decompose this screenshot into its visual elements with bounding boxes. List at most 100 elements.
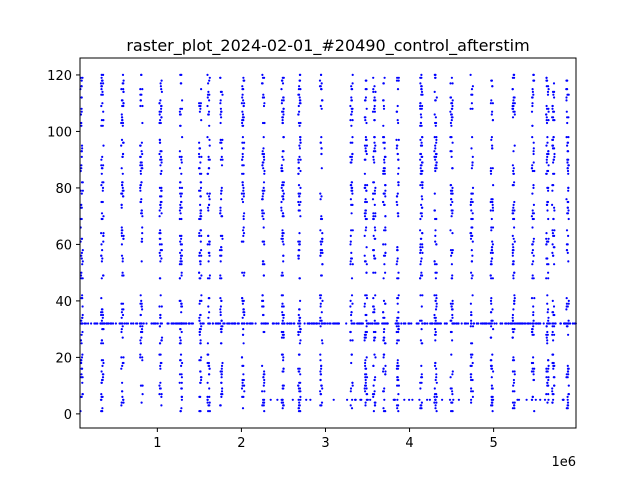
spike-marker (158, 113, 161, 116)
spike-marker (511, 359, 515, 362)
spike-marker (181, 322, 184, 325)
spike-marker (160, 195, 163, 198)
spike-marker (319, 254, 322, 257)
spike-marker (372, 215, 375, 218)
spike-marker (120, 138, 124, 141)
spike-marker (546, 141, 549, 144)
spike-marker (179, 82, 182, 85)
y-tick-label: 120 (47, 69, 72, 84)
spike-marker (102, 232, 105, 235)
spike-marker (435, 141, 438, 144)
spike-marker (319, 378, 322, 382)
spike-marker (262, 96, 266, 99)
spike-marker (567, 136, 570, 139)
spike-marker (546, 136, 549, 139)
spike-marker (512, 384, 515, 387)
spike-marker (199, 370, 202, 373)
spike-marker (533, 367, 536, 370)
spike-marker (365, 217, 368, 221)
spike-marker (547, 217, 550, 221)
spike-marker (364, 260, 367, 263)
plot-frame (79, 57, 577, 429)
spike-marker (531, 136, 534, 139)
spike-marker (469, 373, 472, 376)
spike-marker (435, 367, 438, 370)
spike-marker (490, 198, 493, 201)
spike-marker (511, 322, 514, 325)
spike-marker (180, 254, 183, 257)
spike-marker (565, 308, 568, 311)
spike-marker (372, 410, 375, 413)
spike-marker (101, 257, 104, 260)
spike-marker (282, 192, 285, 195)
spike-marker (531, 398, 534, 401)
spike-marker (372, 158, 375, 161)
spike-marker (383, 316, 386, 319)
spike-marker (546, 333, 549, 336)
spike-marker (448, 398, 452, 401)
spike-marker (180, 172, 183, 175)
spike-marker (263, 373, 266, 376)
spike-marker (373, 110, 376, 113)
spike-marker (471, 353, 474, 356)
spike-marker (363, 212, 366, 215)
spike-marker (160, 161, 163, 164)
spike-marker (280, 99, 284, 102)
spike-marker (121, 189, 124, 192)
spike-marker (450, 124, 453, 127)
spike-marker (298, 110, 301, 113)
spike-marker (207, 110, 211, 113)
spike-marker (435, 161, 438, 164)
spike-marker (220, 189, 223, 192)
spike-marker (566, 206, 569, 209)
spike-marker (141, 232, 144, 235)
y-tick-label: 20 (55, 351, 72, 366)
spike-marker (139, 184, 142, 187)
spike-marker (139, 93, 142, 96)
spike-marker (122, 361, 125, 365)
spike-marker (280, 164, 283, 167)
spike-marker (262, 299, 265, 302)
spike-marker (434, 378, 437, 382)
spike-marker (396, 246, 399, 249)
spike-marker (158, 277, 161, 280)
spike-marker (80, 203, 83, 206)
spike-marker (178, 209, 181, 212)
spike-marker (426, 322, 429, 325)
spike-marker (360, 398, 363, 401)
spike-marker (281, 119, 284, 122)
spike-marker (139, 384, 143, 387)
spike-marker (318, 322, 321, 325)
spike-marker (139, 155, 142, 158)
spike-marker (547, 85, 550, 88)
spike-marker (334, 322, 337, 325)
spike-marker (262, 155, 265, 158)
spike-marker (383, 158, 386, 161)
spike-marker (208, 254, 211, 257)
spike-marker (402, 322, 405, 325)
spike-marker (298, 404, 301, 407)
spike-marker (492, 370, 495, 373)
spike-marker (349, 240, 352, 243)
spike-marker (434, 299, 437, 302)
spike-marker (180, 407, 183, 410)
spike-marker (281, 322, 284, 325)
spike-marker (553, 263, 556, 266)
spike-marker (103, 322, 106, 325)
spike-marker (421, 181, 424, 184)
spike-marker (552, 313, 555, 317)
spike-marker (262, 212, 265, 215)
spike-marker (220, 254, 223, 257)
spike-marker (219, 328, 222, 331)
spike-marker (260, 322, 264, 325)
spike-marker (206, 206, 210, 209)
spike-marker (419, 152, 423, 156)
spike-marker (180, 158, 183, 161)
spike-marker (553, 322, 557, 325)
spike-marker (571, 322, 574, 325)
spike-marker (262, 161, 265, 164)
spike-marker (280, 169, 283, 173)
spike-marker (567, 393, 571, 396)
spike-marker (140, 336, 143, 339)
spike-marker (101, 102, 104, 105)
